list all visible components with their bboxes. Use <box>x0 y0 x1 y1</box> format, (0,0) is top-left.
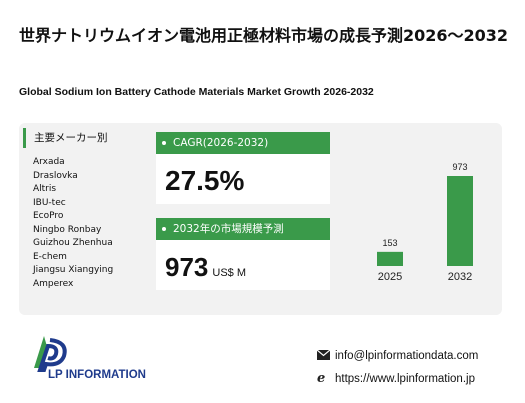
market-size-number: 973 <box>165 252 209 282</box>
category-label: 2025 <box>378 271 402 283</box>
market-size-label: 2032年の市場規模予測 <box>173 223 284 235</box>
cagr-value: 27.5% <box>165 165 245 196</box>
lp-information-logo: LP INFORMATION <box>34 336 146 381</box>
maker-item: IBU-tec <box>33 197 66 208</box>
logo-mark-blue <box>37 338 67 372</box>
maker-item: EcoPro <box>33 211 64 221</box>
market-size-unit: US$ M <box>212 267 247 279</box>
svg-text:e: e <box>317 371 325 383</box>
bar-value-label: 973 <box>452 162 467 172</box>
market-size-card <box>156 240 330 290</box>
logo-text: LP INFORMATION <box>48 369 146 381</box>
maker-item: Altris <box>33 184 57 194</box>
cagr-card-header: CAGR(2026-2032) <box>156 132 330 154</box>
bar-chart: 153 2025 973 2032 <box>377 162 473 283</box>
page-title: 世界ナトリウムイオン電池用正極材料市場の成長予測2026～2032 <box>19 26 509 45</box>
page-subtitle: Global Sodium Ion Battery Cathode Materi… <box>19 86 374 98</box>
maker-item: E-chem <box>33 251 67 262</box>
maker-item: Draslovka <box>33 170 78 181</box>
category-label: 2032 <box>448 271 472 283</box>
market-size-value: 973 US$ M <box>165 251 246 289</box>
maker-item: Guizhou Zhenhua <box>33 238 113 248</box>
bullet-icon <box>162 141 166 145</box>
website-link[interactable]: https://www.lpinformation.jp <box>335 373 475 385</box>
bar-value-label: 153 <box>382 238 397 248</box>
maker-item: Ningbo Ronbay <box>33 224 102 235</box>
contact-email: info@lpinformationdata.com <box>317 348 478 364</box>
cagr-card <box>156 154 330 204</box>
market-size-card-header: 2032年の市場規模予測 <box>156 218 330 240</box>
cagr-label: CAGR(2026-2032) <box>173 137 269 149</box>
makers-heading: 主要メーカー別 <box>23 128 115 148</box>
mail-icon <box>317 350 330 360</box>
email-link[interactable]: info@lpinformationdata.com <box>335 350 479 362</box>
maker-item: Amperex <box>33 278 74 289</box>
bar-2032 <box>447 176 473 266</box>
contact-website: e https://www.lpinformation.jp <box>317 371 475 387</box>
browser-icon: e <box>317 371 325 383</box>
maker-item: Jiangsu Xiangying <box>33 265 114 275</box>
makers-list: Arxada Draslovka Altris IBU-tec EcoPro N… <box>33 156 113 291</box>
bullet-icon <box>162 227 166 231</box>
bar-2025 <box>377 251 403 266</box>
maker-item: Arxada <box>33 157 65 167</box>
